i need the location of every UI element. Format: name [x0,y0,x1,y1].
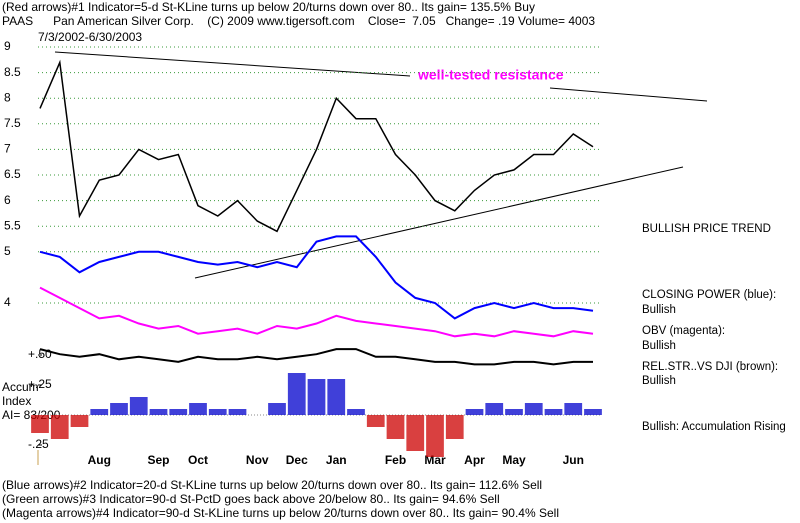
accum-bar [307,379,326,415]
y-tick-label: 9 [4,39,11,53]
series-line [39,59,594,233]
accum-bar [149,409,168,415]
accum-bar [584,409,602,415]
accum-bar [524,403,543,415]
accum-bar [287,373,306,415]
y-tick-label: 8.5 [4,65,21,79]
accum-bar [169,409,188,415]
x-tick-label: Nov [246,453,269,467]
accum-bar [208,409,227,415]
y-tick-label: 6 [4,193,11,207]
accum-bar [31,415,49,433]
side-label: CLOSING POWER (blue): [642,289,776,301]
accum-bar [485,403,504,415]
accum-bar [268,403,286,415]
resistance-line [54,51,411,77]
x-tick-label: Sep [147,453,169,467]
x-tick-label: Dec [286,453,308,467]
x-tick-label: Oct [188,453,208,467]
accum-bar [110,403,128,415]
accum-bar [366,415,385,427]
accum-bar [505,409,523,415]
date-range: 7/3/2002-6/30/2003 [38,30,142,44]
footer-line: (Green arrows)#3 Indicator=90-d St-PctD … [2,492,500,506]
y-tick-label: 6.5 [4,167,21,181]
accum-label: Index [2,394,31,408]
accum-bar [564,403,583,415]
y-tick-label: 5 [4,244,11,258]
accum-bar [228,409,247,415]
x-tick-label: May [502,453,526,467]
resistance-line [549,87,708,102]
x-tick-label: Feb [385,453,406,467]
y-tick-label: 4 [4,295,11,309]
header-line: (Red arrows)#1 Indicator=5-d St-KLine tu… [2,0,535,14]
x-tick-label: Aug [88,453,111,467]
accum-label: Accum [2,380,39,394]
accum-bar [386,415,405,439]
series-line [39,235,594,320]
accum-bar [406,415,425,451]
accum-bar [129,397,148,415]
accum-bar [426,415,444,457]
accum-bar [544,409,563,415]
header-line: PAAS Pan American Silver Corp. (C) 2009 … [2,14,595,28]
accum-bar [445,415,464,439]
accum-bar [70,415,89,427]
side-label: Bullish [642,340,676,352]
accum-bar [327,379,346,415]
accum-bar [189,403,207,415]
accum-bar [347,409,365,415]
side-label: OBV (magenta): [642,325,725,337]
footer-line: (Blue arrows)#2 Indicator=20-d St-KLine … [2,478,542,492]
footer-line: (Magenta arrows)#4 Indicator=90-d St-KLi… [2,506,559,520]
y2-tick-label: -.25 [28,437,49,451]
support-line [194,166,684,279]
annotation: well-tested resistance [417,67,564,83]
x-tick-label: Jun [563,453,584,467]
x-tick-label: Apr [464,453,485,467]
x-tick-label: Jan [326,453,347,467]
side-label: REL.STR..VS DJI (brown): [642,361,778,373]
y-tick-label: 5.5 [4,218,21,232]
side-label: Bullish: Accumulation Rising [642,421,786,433]
y-tick-label: 7.5 [4,116,21,130]
accum-bar [465,409,484,415]
y2-tick-label: +.25 [28,377,52,391]
side-label: BULLISH PRICE TREND [642,223,771,235]
series-line [39,286,594,338]
accum-bar [90,409,109,415]
series-line [39,348,593,366]
side-label: Bullish [642,375,676,387]
side-label: Bullish [642,304,676,316]
y-tick-label: 7 [4,142,11,156]
y-tick-label: 8 [4,90,11,104]
accum-bar [50,415,69,439]
